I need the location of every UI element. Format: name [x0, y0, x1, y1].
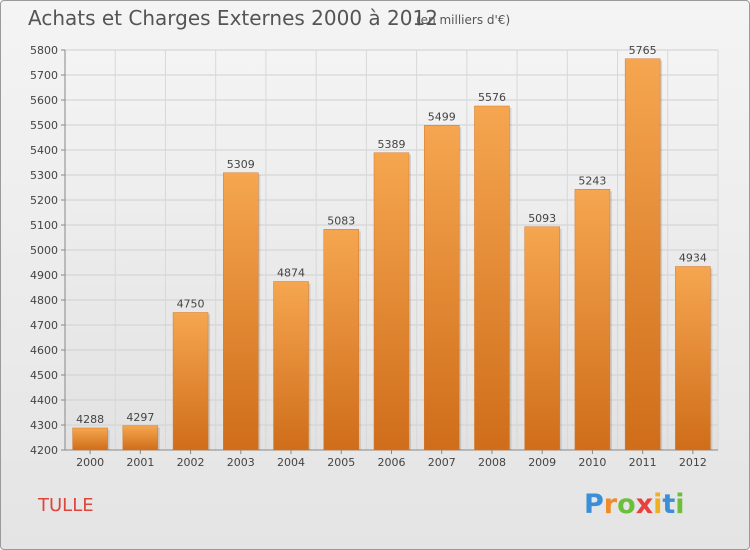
proxiti-logo-letter: x: [635, 489, 654, 520]
bar-value-label: 5389: [378, 138, 406, 151]
y-tick-label: 4200: [30, 444, 58, 457]
y-tick-label: 4600: [30, 344, 58, 357]
y-tick-label: 5500: [30, 119, 58, 132]
x-tick-label: 2001: [126, 456, 154, 469]
x-tick-label: 2010: [578, 456, 606, 469]
bar-value-label: 4288: [76, 413, 104, 426]
bar-value-label: 5083: [327, 214, 355, 227]
y-tick-label: 4400: [30, 394, 58, 407]
y-tick-label: 5300: [30, 169, 58, 182]
bar-2003: [223, 172, 259, 451]
y-tick-label: 5400: [30, 144, 58, 157]
y-tick-label: 4800: [30, 294, 58, 307]
x-tick-label: 2012: [679, 456, 707, 469]
bar-2011: [624, 58, 661, 451]
bar-2000: [72, 427, 108, 451]
y-tick-label: 4900: [30, 269, 58, 282]
x-tick-label: 2011: [629, 456, 657, 469]
bar-value-label: 4750: [177, 298, 205, 311]
x-tick-label: 2005: [327, 456, 355, 469]
x-axis: 2000 2001 2002 2003 2004 2005 2006 2007 2008 2009…: [76, 450, 707, 469]
bar-value-label: 5243: [578, 174, 606, 187]
bar-2010: [574, 189, 611, 451]
proxiti-logo-letter: r: [603, 489, 618, 520]
chart-unit-note: (en milliers d'€): [416, 13, 511, 27]
y-tick-label: 5800: [30, 44, 58, 57]
x-tick-label: 2009: [528, 456, 556, 469]
bar-2004: [273, 281, 309, 451]
x-tick-label: 2004: [277, 456, 305, 469]
bar-value-label: 4874: [277, 267, 305, 280]
x-tick-label: 2007: [428, 456, 456, 469]
bar-2002: [172, 312, 209, 451]
x-tick-label: 2000: [76, 456, 104, 469]
proxiti-logo-letter: t: [662, 489, 676, 520]
x-tick-label: 2002: [177, 456, 205, 469]
y-tick-label: 5700: [30, 69, 58, 82]
bar-value-label: 5093: [528, 212, 556, 225]
bar-value-label: 5499: [428, 110, 456, 123]
y-tick-label: 5100: [30, 219, 58, 232]
bar-2012: [675, 266, 711, 451]
y-tick-label: 5600: [30, 94, 58, 107]
bar-2005: [323, 229, 360, 451]
bar-value-label: 5765: [629, 44, 657, 57]
bar-value-label: 5309: [227, 158, 255, 171]
bar-value-label: 4297: [126, 411, 154, 424]
bar-2009: [524, 226, 560, 451]
bar-2008: [474, 105, 510, 451]
x-tick-label: 2003: [227, 456, 255, 469]
proxiti-logo-letter: P: [584, 489, 604, 520]
y-tick-label: 4500: [30, 369, 58, 382]
y-tick-label: 4700: [30, 319, 58, 332]
y-tick-label: 4300: [30, 419, 58, 432]
chart-title: Achats et Charges Externes 2000 à 2012: [28, 6, 438, 30]
bar-2001: [122, 425, 159, 451]
city-name: TULLE: [38, 495, 94, 516]
bar-value-label: 4934: [679, 252, 707, 265]
y-tick-label: 5000: [30, 244, 58, 257]
proxiti-logo-letter: i: [675, 489, 685, 520]
bar-value-label: 5576: [478, 91, 506, 104]
x-tick-label: 2008: [478, 456, 506, 469]
bar-2007: [423, 125, 460, 451]
x-tick-label: 2006: [378, 456, 406, 469]
proxiti-logo-letter: i: [653, 489, 663, 520]
proxiti-logo: Proxiti: [584, 489, 685, 520]
chart-bars: 4288 4297 4750 5309 4874 5083 5389 5499 5576 5093…: [72, 44, 713, 451]
proxiti-logo-letter: o: [617, 489, 636, 520]
bar-2006: [373, 152, 410, 451]
y-tick-label: 5200: [30, 194, 58, 207]
